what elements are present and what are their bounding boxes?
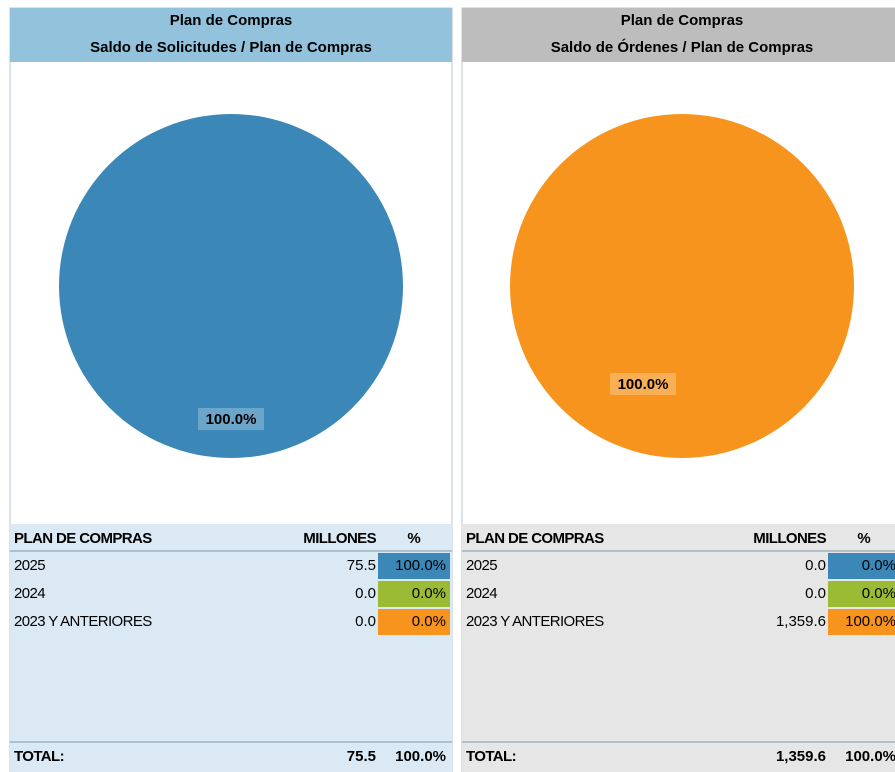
row-label: 2023 Y ANTERIORES — [466, 613, 604, 630]
row-value: 0.0 — [355, 585, 376, 602]
percent-cell — [378, 609, 450, 635]
row-value: 0.0 — [805, 557, 826, 574]
percent-cell — [378, 553, 450, 579]
row-value: 1,359.6 — [776, 613, 826, 630]
row-value: 75.5 — [347, 557, 376, 574]
row-label: 2024 — [466, 585, 497, 602]
row-percent: 0.0% — [412, 585, 446, 602]
row-label: 2024 — [14, 585, 45, 602]
chart-subtitle: Saldo de Órdenes / Plan de Compras — [551, 38, 814, 56]
row-percent: 0.0% — [862, 585, 895, 602]
table-header: PLAN DE COMPRAS — [466, 530, 604, 547]
data-label: 100.0% — [618, 376, 669, 393]
total-label: TOTAL: — [466, 748, 516, 765]
chart-subtitle: Saldo de Solicitudes / Plan de Compras — [90, 39, 372, 56]
percent-cell — [828, 581, 895, 607]
total-percent: 100.0% — [845, 748, 895, 765]
row-label: 2025 — [466, 557, 497, 574]
header — [10, 8, 452, 62]
label-box — [198, 408, 264, 430]
table-header: % — [407, 530, 420, 547]
row-percent: 0.0% — [862, 557, 895, 574]
pie-slice — [510, 114, 854, 458]
row-percent: 100.0% — [395, 557, 446, 574]
percent-cell — [828, 609, 895, 635]
total-percent: 100.0% — [395, 748, 446, 765]
pie-slice — [59, 114, 403, 458]
table-header: MILLONES — [753, 530, 826, 547]
label-box — [610, 373, 676, 395]
total-value: 1,359.6 — [776, 748, 826, 765]
chart-title: Plan de Compras — [621, 12, 744, 29]
chart-title: Plan de Compras — [170, 12, 293, 29]
row-value: 0.0 — [805, 585, 826, 602]
header — [462, 8, 895, 62]
table-header: % — [857, 530, 870, 547]
percent-cell — [828, 553, 895, 579]
row-label: 2023 Y ANTERIORES — [14, 613, 152, 630]
row-percent: 100.0% — [845, 613, 895, 630]
table-header: MILLONES — [303, 530, 376, 547]
total-label: TOTAL: — [14, 748, 64, 765]
row-label: 2025 — [14, 557, 45, 574]
table-bg — [462, 524, 895, 772]
table-header: PLAN DE COMPRAS — [14, 530, 152, 547]
percent-cell — [378, 581, 450, 607]
data-label: 100.0% — [206, 411, 257, 428]
row-value: 0.0 — [355, 613, 376, 630]
total-value: 75.5 — [347, 748, 376, 765]
row-percent: 0.0% — [412, 613, 446, 630]
